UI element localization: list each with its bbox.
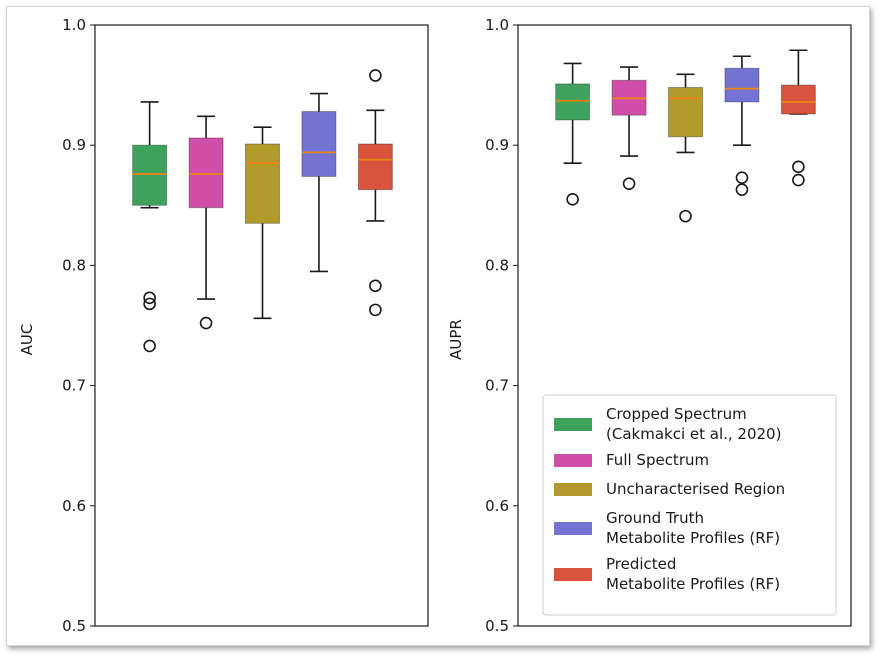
legend-swatch bbox=[554, 568, 592, 581]
y-tick-label: 0.7 bbox=[485, 377, 509, 395]
y-tick-label: 0.7 bbox=[62, 377, 86, 395]
outlier-point bbox=[143, 291, 156, 305]
box-body bbox=[245, 143, 280, 224]
y-tick-label: 0.5 bbox=[62, 617, 86, 635]
outlier-point bbox=[735, 183, 749, 196]
outlier-point bbox=[566, 192, 579, 206]
box-2 bbox=[188, 115, 224, 330]
y-tick-label: 1.0 bbox=[485, 16, 509, 34]
y-tick-label: 0.6 bbox=[485, 497, 509, 515]
box-3 bbox=[245, 126, 280, 320]
outlier-point bbox=[199, 316, 213, 330]
legend-label: Uncharacterised Region bbox=[606, 480, 785, 498]
boxplot-figure: 0.5 0.6 0.7 0.8 0.9 1.0 AUC 0.5 0.6 0.7 0.8 0.9 1.0 A… bbox=[18, 16, 852, 635]
y-tick-label: 0.8 bbox=[485, 256, 509, 274]
outlier-point bbox=[369, 279, 382, 293]
box-body bbox=[132, 144, 168, 206]
box-2 bbox=[611, 66, 647, 190]
box-body bbox=[301, 111, 337, 177]
legend-item-4: Ground Truth Metabolite Profiles (RF) bbox=[554, 509, 780, 547]
box-1 bbox=[132, 101, 168, 353]
y-tick-label: 0.5 bbox=[485, 617, 509, 635]
outlier-point bbox=[792, 173, 805, 187]
y-tick-label: 0.9 bbox=[62, 136, 86, 154]
legend-label: Metabolite Profiles (RF) bbox=[606, 575, 780, 593]
box-body bbox=[668, 87, 703, 138]
y-axis-label: AUPR bbox=[447, 319, 465, 360]
legend-swatch bbox=[554, 522, 592, 535]
chart-panel-auc: 0.5 0.6 0.7 0.8 0.9 1.0 AUC bbox=[18, 16, 429, 635]
legend-swatch bbox=[554, 418, 592, 431]
legend-swatch bbox=[554, 454, 592, 467]
y-tick-label: 0.8 bbox=[62, 256, 86, 274]
box-5 bbox=[780, 49, 816, 187]
legend-label: Ground Truth bbox=[606, 509, 704, 527]
outlier-point bbox=[622, 177, 636, 190]
legend-swatch bbox=[554, 483, 592, 496]
legend: Cropped Spectrum (Cakmakci et al., 2020) F… bbox=[542, 394, 837, 616]
box-4 bbox=[724, 55, 760, 196]
outlier-point bbox=[143, 297, 156, 311]
plot-area-border bbox=[94, 24, 429, 627]
legend-frame bbox=[542, 394, 837, 616]
box-body bbox=[188, 137, 224, 209]
legend-item-1: Cropped Spectrum (Cakmakci et al., 2020) bbox=[554, 405, 781, 443]
outlier-point bbox=[735, 171, 749, 184]
chart-panel-aupr: 0.5 0.6 0.7 0.8 0.9 1.0 AUPR bbox=[447, 16, 852, 635]
box-1 bbox=[555, 62, 591, 206]
y-tick-label: 0.9 bbox=[485, 136, 509, 154]
outlier-point bbox=[369, 69, 382, 82]
legend-label: (Cakmakci et al., 2020) bbox=[606, 425, 781, 443]
box-body bbox=[724, 67, 760, 103]
outlier-point bbox=[792, 160, 805, 174]
box-5 bbox=[357, 69, 393, 317]
box-body bbox=[555, 83, 591, 121]
box-4 bbox=[301, 92, 337, 273]
legend-label: Cropped Spectrum bbox=[606, 405, 747, 423]
legend-item-2: Full Spectrum bbox=[554, 451, 709, 469]
y-tick-label: 1.0 bbox=[62, 16, 86, 34]
legend-label: Metabolite Profiles (RF) bbox=[606, 529, 780, 547]
y-axis-label: AUC bbox=[18, 324, 36, 356]
box-body bbox=[780, 84, 816, 115]
plot-area-border bbox=[517, 24, 852, 627]
y-tick-label: 0.6 bbox=[62, 497, 86, 515]
outlier-point bbox=[679, 209, 692, 223]
box-body bbox=[357, 143, 393, 191]
figure-frame: 0.5 0.6 0.7 0.8 0.9 1.0 AUC 0.5 0.6 0.7 0.8 0.9 1.0 A… bbox=[6, 6, 870, 646]
outlier-point bbox=[369, 303, 382, 317]
legend-label: Full Spectrum bbox=[606, 451, 709, 469]
outlier-point bbox=[143, 339, 156, 353]
legend-label: Predicted bbox=[606, 555, 676, 573]
box-3 bbox=[668, 73, 703, 223]
legend-item-5: Predicted Metabolite Profiles (RF) bbox=[554, 555, 780, 593]
legend-item-3: Uncharacterised Region bbox=[554, 480, 785, 498]
